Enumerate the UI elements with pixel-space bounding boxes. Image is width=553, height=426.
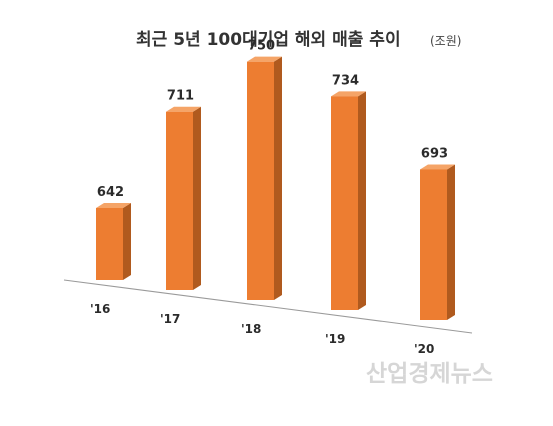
bar-front-5 — [420, 169, 447, 320]
bar-4 — [331, 91, 366, 310]
bar-1 — [96, 203, 131, 280]
category-label-5: '20 — [414, 342, 434, 356]
bar-side-5 — [447, 164, 455, 320]
value-label-4: 734 — [332, 73, 359, 88]
x-axis-baseline — [63, 279, 473, 334]
bar-top-2 — [166, 106, 201, 112]
bar-top-5 — [420, 164, 455, 170]
value-label-3: 750 — [248, 39, 275, 54]
bar-front-2 — [166, 111, 193, 291]
bar-top-3 — [247, 56, 282, 62]
value-label-5: 693 — [421, 146, 448, 161]
bar-side-3 — [274, 56, 282, 301]
category-label-2: '17 — [160, 312, 180, 326]
bar-5 — [420, 164, 455, 320]
bar-side-4 — [358, 91, 366, 310]
category-label-1: '16 — [90, 302, 110, 316]
bar-side-2 — [193, 106, 201, 291]
bar-3 — [247, 56, 282, 301]
chart-title: 최근 5년 100대기업 해외 매출 추이 — [136, 30, 401, 50]
value-label-2: 711 — [167, 89, 194, 104]
value-label-1: 642 — [97, 185, 124, 200]
bar-front-1 — [96, 208, 123, 280]
bar-top-1 — [96, 203, 131, 208]
bar-side-1 — [123, 203, 131, 280]
bars-group: 642 '16 711 '17 750 '18 734 '19 693 '20 — [90, 39, 455, 356]
bar-2 — [166, 106, 201, 291]
bar-top-4 — [331, 91, 366, 97]
category-label-4: '19 — [325, 332, 345, 346]
bar-front-4 — [331, 96, 358, 310]
category-label-3: '18 — [241, 322, 261, 336]
watermark: 산업경제뉴스 — [366, 361, 493, 387]
chart-unit: (조원) — [430, 34, 461, 48]
bar-front-3 — [247, 61, 274, 301]
